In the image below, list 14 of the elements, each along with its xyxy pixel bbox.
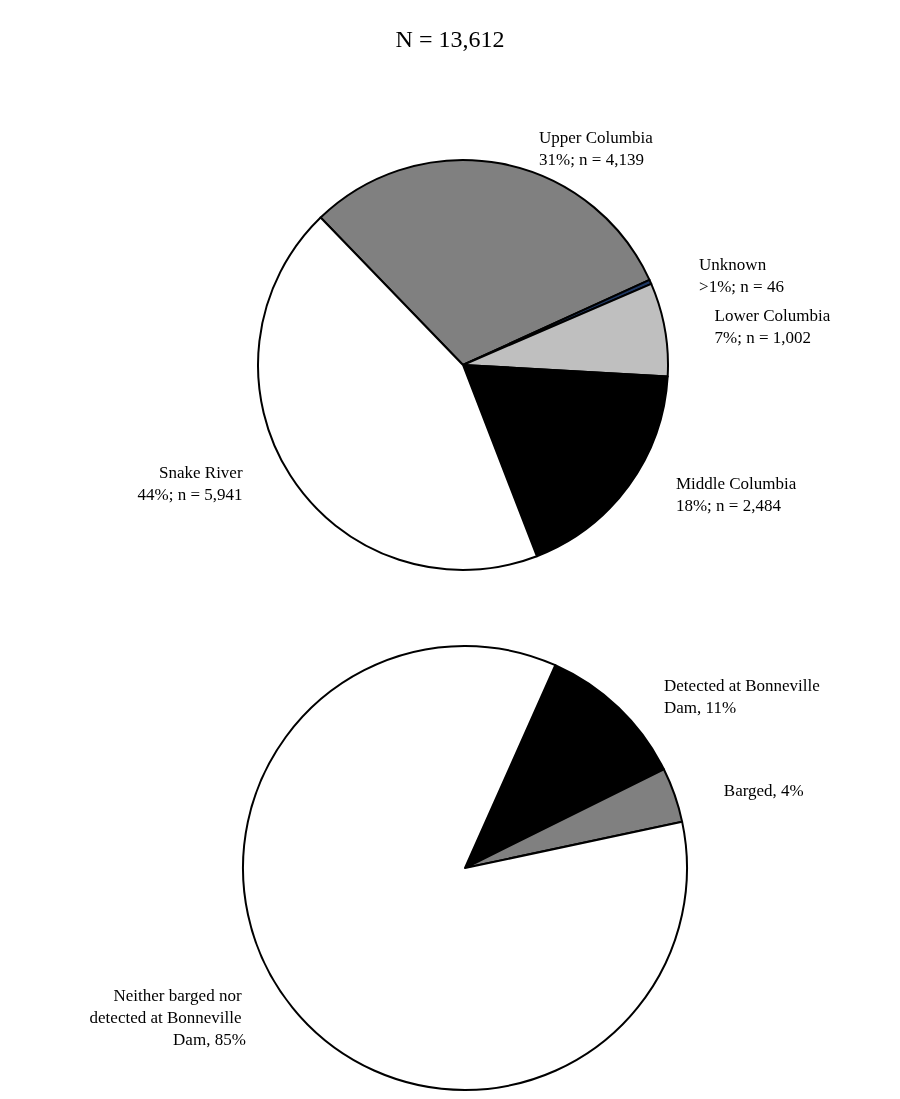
chart-title: N = 13,612 xyxy=(395,26,505,52)
slice-label: Unknown xyxy=(699,255,767,275)
data-label: >1%; n = 46 xyxy=(699,277,784,297)
slice-label: Neither barged nor detected at Bonneville Dam, 85% xyxy=(89,985,246,1049)
slice-label: Snake River xyxy=(159,462,243,482)
slice-label: Upper Columbia xyxy=(538,128,654,148)
data-label: 18%; n = 2,484 xyxy=(675,495,782,515)
data-label: 44%; n = 5,941 xyxy=(137,484,243,504)
slice-label: Detected at Bonneville Dam, 11% xyxy=(664,676,825,718)
slice-label: Middle Columbia xyxy=(675,473,797,493)
data-label: 31%; n = 4,139 xyxy=(538,150,644,170)
slice-label: Barged, 4% xyxy=(723,780,804,800)
data-label: 7%; n = 1,002 xyxy=(714,328,812,348)
slice-label: Lower Columbia xyxy=(714,306,831,326)
